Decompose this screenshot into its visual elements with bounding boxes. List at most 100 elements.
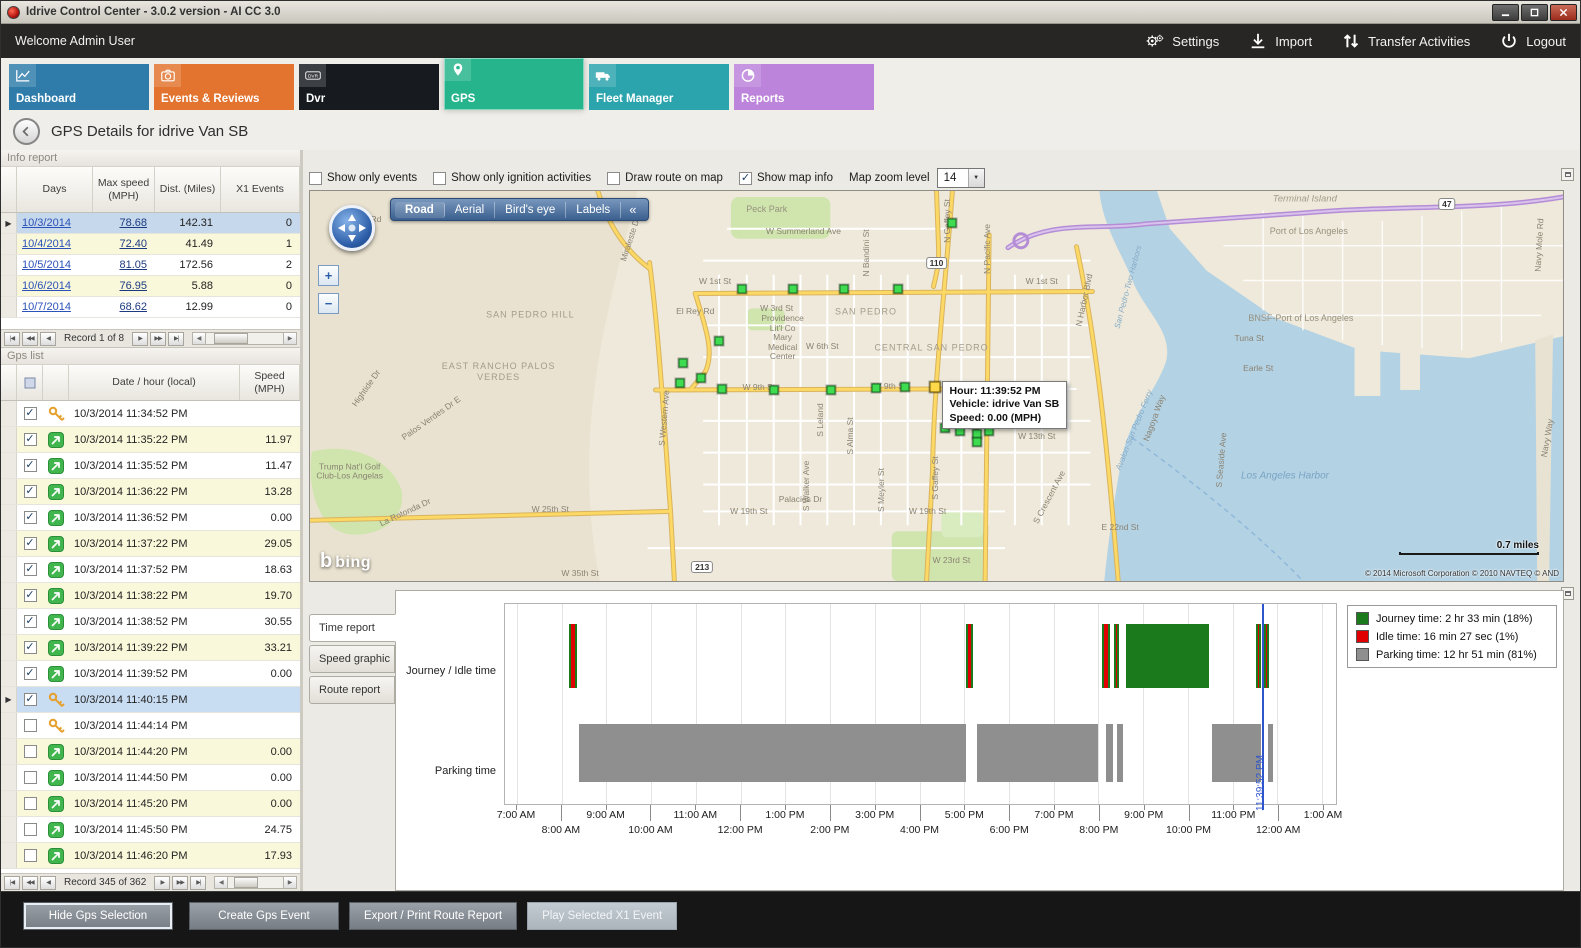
gps-row[interactable]: ✓ 10/3/2014 11:35:52 PM 11.47 bbox=[1, 453, 300, 479]
close-button[interactable] bbox=[1550, 3, 1577, 21]
back-button[interactable] bbox=[13, 118, 40, 145]
gps-row[interactable]: ✓ 10/3/2014 11:34:52 PM bbox=[1, 401, 300, 427]
time-cursor[interactable] bbox=[1262, 604, 1265, 810]
gps-marker[interactable] bbox=[893, 284, 903, 293]
scroll-left-arrow[interactable]: ◀ bbox=[193, 333, 207, 344]
max-speed-link[interactable]: 76.95 bbox=[119, 280, 147, 292]
map-option-draw-route-on-map[interactable]: Draw route on map bbox=[607, 171, 723, 185]
table-row[interactable]: 10/4/2014 72.40 41.49 1 bbox=[1, 234, 300, 255]
tab-events[interactable]: Events & Reviews bbox=[154, 64, 294, 110]
gps-row[interactable]: ✓ 10/3/2014 11:36:52 PM 0.00 bbox=[1, 505, 300, 531]
scroll-right-arrow[interactable]: ▶ bbox=[283, 877, 296, 888]
gps-marker[interactable] bbox=[839, 284, 849, 293]
pager-scrollbar[interactable]: ◀ ▶ bbox=[192, 332, 297, 345]
report-tab-speed-graphic[interactable]: Speed graphic bbox=[309, 645, 395, 673]
scrollbar-thumb[interactable] bbox=[233, 877, 259, 888]
info-column-header[interactable]: X1 Events bbox=[221, 167, 300, 212]
scrollbar-track[interactable] bbox=[206, 333, 283, 344]
map-style-labels[interactable]: Labels bbox=[566, 201, 622, 218]
report-tab-time-report[interactable]: Time report bbox=[309, 614, 396, 642]
gps-row[interactable]: 10/3/2014 11:46:20 PM 17.93 bbox=[1, 843, 300, 869]
scrollbar-thumb[interactable] bbox=[213, 333, 249, 344]
logout-menu-item[interactable]: Logout bbox=[1500, 32, 1566, 50]
tab-dashboard[interactable]: Dashboard bbox=[9, 64, 149, 110]
gps-marker[interactable] bbox=[826, 385, 836, 395]
day-link[interactable]: 10/6/2014 bbox=[22, 280, 71, 292]
gps-row[interactable]: ✓ 10/3/2014 11:38:52 PM 30.55 bbox=[1, 609, 300, 635]
gps-row[interactable]: ▶ ✓ 10/3/2014 11:40:15 PM bbox=[1, 687, 300, 713]
gps-marker[interactable] bbox=[737, 284, 747, 293]
map-style-bird-s-eye[interactable]: Bird's eye bbox=[495, 201, 567, 218]
map-option-show-only-ignition-activities[interactable]: Show only ignition activities bbox=[433, 171, 591, 185]
row-checkbox[interactable]: ✓ bbox=[23, 589, 37, 602]
info-column-header[interactable]: Max speed (MPH) bbox=[93, 167, 155, 212]
gps-row[interactable]: 10/3/2014 11:45:50 PM 24.75 bbox=[1, 817, 300, 843]
checkbox-icon[interactable] bbox=[607, 171, 621, 185]
pager-scrollbar[interactable]: ◀ ▶ bbox=[214, 876, 297, 889]
last-record-button[interactable]: ▶| bbox=[190, 875, 207, 890]
row-checkbox[interactable]: ✓ bbox=[23, 563, 37, 576]
day-link[interactable]: 10/4/2014 bbox=[22, 238, 71, 250]
map-panel-collapse-button[interactable] bbox=[1561, 168, 1574, 181]
prev-record-button[interactable]: ◀ bbox=[40, 875, 56, 890]
checkbox-icon[interactable]: ✓ bbox=[738, 171, 752, 185]
map-compass-control[interactable] bbox=[329, 205, 375, 251]
table-row[interactable]: ▶ 10/3/2014 78.68 142.31 0 bbox=[1, 213, 300, 234]
hide-gps-selection-button[interactable]: Hide Gps Selection bbox=[23, 902, 173, 930]
map-option-show-only-events[interactable]: Show only events bbox=[309, 171, 417, 185]
row-checkbox[interactable] bbox=[23, 823, 37, 836]
next-page-button[interactable]: ▶▶ bbox=[172, 875, 189, 890]
map-zoom-out-button[interactable]: − bbox=[318, 293, 339, 314]
tab-dvr[interactable]: DVR Dvr bbox=[299, 64, 439, 110]
prev-page-button[interactable]: ◀◀ bbox=[22, 331, 38, 346]
gps-marker[interactable] bbox=[788, 284, 798, 293]
row-checkbox[interactable]: ✓ bbox=[23, 485, 37, 498]
row-checkbox[interactable] bbox=[23, 797, 37, 810]
first-record-button[interactable]: |◀ bbox=[4, 875, 20, 890]
gps-row[interactable]: 10/3/2014 11:44:50 PM 0.00 bbox=[1, 765, 300, 791]
day-link[interactable]: 10/3/2014 bbox=[22, 217, 71, 229]
prev-page-button[interactable]: ◀◀ bbox=[22, 875, 38, 890]
export-print-route-report-button[interactable]: Export / Print Route Report bbox=[349, 902, 518, 930]
gps-row[interactable]: 10/3/2014 11:45:20 PM 0.00 bbox=[1, 791, 300, 817]
row-checkbox[interactable]: ✓ bbox=[23, 667, 37, 680]
checkbox-icon[interactable] bbox=[433, 171, 447, 185]
row-checkbox[interactable]: ✓ bbox=[23, 511, 37, 524]
max-speed-link[interactable]: 68.62 bbox=[119, 301, 147, 313]
map-zoom-in-button[interactable]: + bbox=[318, 265, 339, 286]
gps-marker[interactable] bbox=[900, 382, 910, 392]
table-row[interactable]: 10/7/2014 68.62 12.99 0 bbox=[1, 297, 300, 318]
gps-marker[interactable] bbox=[696, 373, 706, 383]
create-gps-event-button[interactable]: Create Gps Event bbox=[189, 902, 339, 930]
row-checkbox[interactable]: ✓ bbox=[23, 537, 37, 550]
gps-row[interactable]: ✓ 10/3/2014 11:39:22 PM 33.21 bbox=[1, 635, 300, 661]
row-checkbox[interactable]: ✓ bbox=[23, 407, 37, 420]
select-all-checkbox[interactable] bbox=[17, 365, 43, 400]
day-link[interactable]: 10/7/2014 bbox=[22, 301, 71, 313]
map-option-show-map-info[interactable]: ✓ Show map info bbox=[738, 171, 833, 185]
tab-gps[interactable]: GPS bbox=[444, 58, 584, 110]
gps-row[interactable]: ✓ 10/3/2014 11:37:22 PM 29.05 bbox=[1, 531, 300, 557]
info-column-header[interactable]: Days bbox=[17, 167, 93, 212]
map-nav-collapse-button[interactable]: « bbox=[629, 202, 637, 217]
row-checkbox[interactable]: ✓ bbox=[23, 693, 37, 706]
transfer-menu-item[interactable]: Transfer Activities bbox=[1342, 32, 1470, 50]
tab-reports[interactable]: Reports bbox=[734, 64, 874, 110]
row-checkbox[interactable] bbox=[23, 849, 37, 862]
row-checkbox[interactable] bbox=[23, 719, 37, 732]
table-row[interactable]: 10/6/2014 76.95 5.88 0 bbox=[1, 276, 300, 297]
row-checkbox[interactable]: ✓ bbox=[23, 641, 37, 654]
gps-row[interactable]: ✓ 10/3/2014 11:35:22 PM 11.97 bbox=[1, 427, 300, 453]
map-style-aerial[interactable]: Aerial bbox=[445, 201, 496, 218]
row-checkbox[interactable] bbox=[23, 771, 37, 784]
max-speed-link[interactable]: 72.40 bbox=[119, 238, 147, 250]
next-record-button[interactable]: ▶ bbox=[154, 875, 171, 890]
gps-marker[interactable] bbox=[947, 218, 957, 228]
first-record-button[interactable]: |◀ bbox=[4, 331, 20, 346]
last-record-button[interactable]: ▶| bbox=[168, 331, 185, 346]
import-menu-item[interactable]: Import bbox=[1249, 32, 1312, 50]
gps-row[interactable]: ✓ 10/3/2014 11:38:22 PM 19.70 bbox=[1, 583, 300, 609]
gps-marker[interactable] bbox=[717, 384, 727, 394]
max-speed-link[interactable]: 78.68 bbox=[119, 217, 147, 229]
